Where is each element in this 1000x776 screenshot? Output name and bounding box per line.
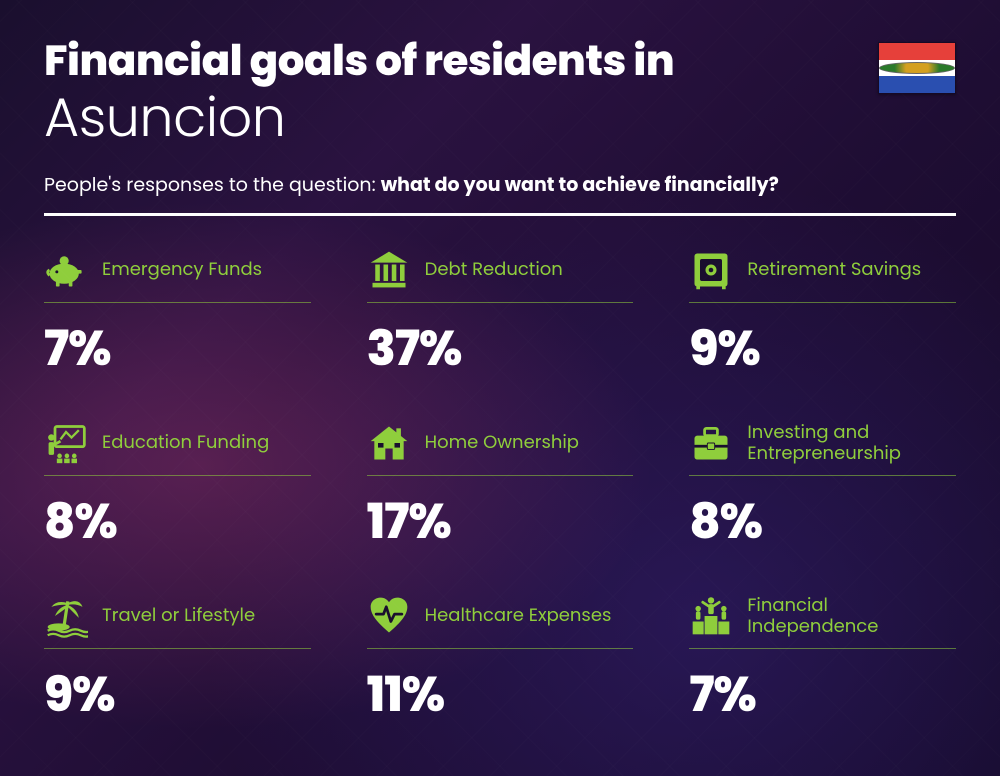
heartbeat-icon	[367, 594, 411, 638]
card-education-funding: Education Funding 8%	[44, 419, 311, 558]
card-divider	[367, 302, 634, 303]
card-label: Healthcare Expenses	[425, 605, 612, 627]
piggy-bank-icon	[44, 248, 88, 292]
stats-grid: Emergency Funds 7% Debt Reduction 37% Re…	[44, 246, 956, 731]
palm-tree-icon	[44, 594, 88, 638]
header: Financial goals of residents in Asuncion…	[44, 38, 956, 216]
subtitle: People's responses to the question: what…	[44, 170, 956, 199]
card-label: Emergency Funds	[102, 259, 262, 281]
card-label: Investing and Entrepreneurship	[747, 422, 956, 465]
flag-stripe-top	[879, 43, 955, 60]
title-bold: Financial goals of residents in	[44, 38, 956, 84]
card-investing-entrepreneurship: Investing and Entrepreneurship 8%	[689, 419, 956, 558]
card-divider	[44, 475, 311, 476]
card-header: Debt Reduction	[367, 246, 634, 294]
card-divider	[367, 648, 634, 649]
card-value: 11%	[367, 659, 634, 731]
card-divider	[44, 648, 311, 649]
card-header: Healthcare Expenses	[367, 592, 634, 640]
card-travel-lifestyle: Travel or Lifestyle 9%	[44, 592, 311, 731]
card-header: Financial Independence	[689, 592, 956, 640]
card-financial-independence: Financial Independence 7%	[689, 592, 956, 731]
card-header: Travel or Lifestyle	[44, 592, 311, 640]
card-divider	[367, 475, 634, 476]
card-home-ownership: Home Ownership 17%	[367, 419, 634, 558]
card-label: Travel or Lifestyle	[102, 605, 255, 627]
card-divider	[689, 648, 956, 649]
card-header: Home Ownership	[367, 419, 634, 467]
card-label: Financial Independence	[747, 595, 956, 638]
card-value: 17%	[367, 486, 634, 558]
title-location: Asuncion	[44, 86, 956, 148]
card-label: Home Ownership	[425, 432, 579, 454]
card-value: 8%	[689, 486, 956, 558]
card-divider	[44, 302, 311, 303]
card-value: 9%	[44, 659, 311, 731]
briefcase-icon	[689, 421, 733, 465]
bank-icon	[367, 248, 411, 292]
card-label: Education Funding	[102, 432, 269, 454]
card-emergency-funds: Emergency Funds 7%	[44, 246, 311, 385]
card-header: Education Funding	[44, 419, 311, 467]
card-label: Debt Reduction	[425, 259, 563, 281]
card-divider	[689, 475, 956, 476]
flag-stripe-mid	[879, 60, 955, 77]
card-value: 9%	[689, 313, 956, 385]
subtitle-plain: People's responses to the question:	[44, 171, 381, 198]
card-retirement-savings: Retirement Savings 9%	[689, 246, 956, 385]
card-value: 8%	[44, 486, 311, 558]
card-value: 7%	[689, 659, 956, 731]
card-value: 7%	[44, 313, 311, 385]
header-divider	[44, 213, 956, 216]
flag-paraguay	[878, 42, 956, 94]
card-divider	[689, 302, 956, 303]
card-header: Investing and Entrepreneurship	[689, 419, 956, 467]
house-icon	[367, 421, 411, 465]
safe-icon	[689, 248, 733, 292]
flag-emblem	[879, 62, 955, 74]
card-label: Retirement Savings	[747, 259, 921, 281]
flag-stripe-bottom	[879, 76, 955, 93]
subtitle-bold: what do you want to achieve financially?	[381, 171, 779, 198]
podium-icon	[689, 594, 733, 638]
card-value: 37%	[367, 313, 634, 385]
card-debt-reduction: Debt Reduction 37%	[367, 246, 634, 385]
card-header: Retirement Savings	[689, 246, 956, 294]
presentation-icon	[44, 421, 88, 465]
card-healthcare-expenses: Healthcare Expenses 11%	[367, 592, 634, 731]
card-header: Emergency Funds	[44, 246, 311, 294]
